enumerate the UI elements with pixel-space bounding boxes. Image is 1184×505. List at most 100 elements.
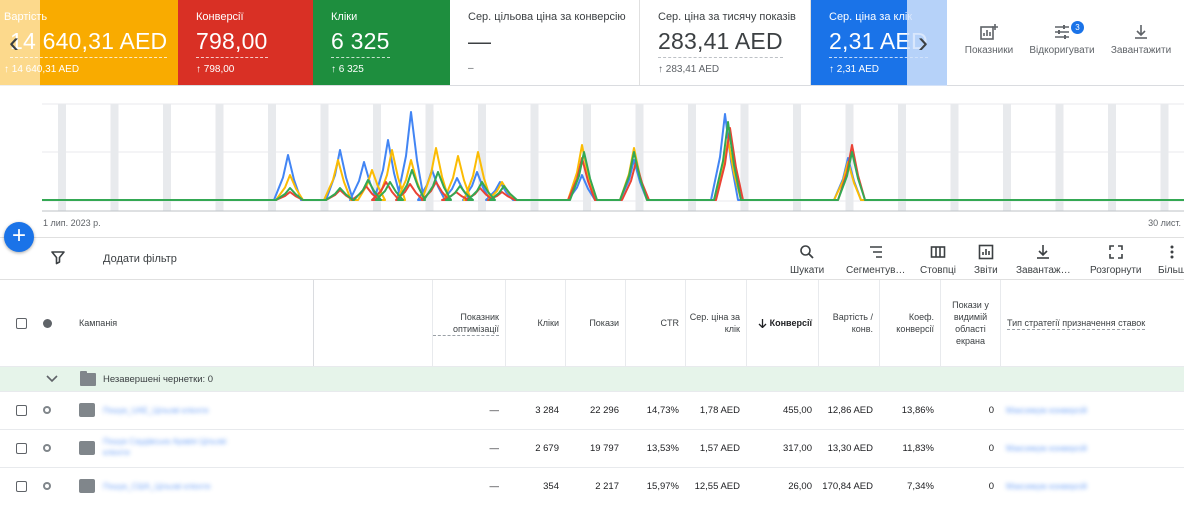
search-button[interactable]: Шукати: [790, 244, 824, 276]
campaign-name-link[interactable]: Пошук_UAE_Цільові клієнти: [103, 406, 209, 415]
col-viewable-impr[interactable]: Покази у видимій області екрана: [940, 280, 1000, 366]
table-row[interactable]: Пошук_UAE_Цільові клієнти — 3 284 22 296…: [0, 392, 1184, 430]
scorecard-avg-cpm-delta: ↑ 283,41 AED: [658, 64, 720, 75]
weekend-band: [163, 104, 171, 211]
adjust-badge: 3: [1071, 21, 1084, 34]
scorecard-avg-cpm[interactable]: Сер. ціна за тисячу показів 283,41 AED ↑…: [640, 0, 811, 85]
scorecard-conversions[interactable]: Конверсії 798,00 ↑ 798,00: [178, 0, 313, 85]
col-clicks[interactable]: Кліки: [505, 280, 565, 366]
weekend-band: [583, 104, 591, 211]
download-top-button[interactable]: Завантажити: [1101, 24, 1181, 56]
expand-button[interactable]: Розгорнути: [1090, 244, 1142, 276]
cell-impressions: 22 296: [589, 405, 619, 416]
cell-conversions: 26,00: [788, 481, 812, 492]
col-impressions[interactable]: Покази: [565, 280, 625, 366]
bid-strategy-link[interactable]: Максимум конверсій: [1006, 481, 1088, 491]
segment-icon: [869, 246, 882, 258]
scorecard-cost-delta: ↑ 14 640,31 AED: [4, 64, 80, 75]
cell-ctr: 14,73%: [646, 405, 679, 416]
metrics-button[interactable]: Показники: [949, 24, 1029, 56]
select-all-checkbox[interactable]: [16, 318, 27, 329]
weekend-band: [793, 104, 801, 211]
more-label: Більш: [1158, 265, 1184, 276]
col-bid-strategy[interactable]: Тип стратегії призначення ставок: [1000, 280, 1184, 366]
cell-conv-rate: 7,34%: [907, 481, 934, 492]
cell-conversions: 317,00: [782, 443, 812, 454]
paused-status-icon[interactable]: [43, 406, 51, 414]
segment-label: Сегментув…: [846, 265, 906, 276]
sort-down-icon: [758, 318, 767, 328]
chevron-left-icon[interactable]: ‹: [9, 26, 19, 59]
cell-clicks: 2 679: [535, 443, 559, 454]
scroll-fade-left: [0, 0, 40, 86]
col-ctr[interactable]: CTR: [625, 280, 685, 366]
cell-impressions: 19 797: [589, 443, 619, 454]
scorecard-target-cpa[interactable]: Сер. цільова ціна за конверсію — –: [450, 0, 640, 85]
scorecard-avg-cpc-title: Сер. ціна за клік: [829, 11, 913, 23]
col-conversions[interactable]: Конверсії: [746, 280, 818, 366]
columns-button[interactable]: Стовпці: [920, 244, 956, 276]
campaign-name-link[interactable]: Пошук Саудівська Аравія Цільові клієнти: [103, 437, 227, 457]
drafts-label: Незавершені чернетки: 0: [103, 374, 214, 385]
weekend-band: [320, 104, 329, 211]
adjust-button[interactable]: 3 Відкоригувати: [1022, 21, 1102, 56]
add-filter-button[interactable]: Додати фільтр: [103, 253, 177, 265]
scorecard-clicks-delta: ↑ 6 325: [331, 64, 364, 75]
row-checkbox[interactable]: [16, 405, 27, 416]
row-checkbox[interactable]: [16, 443, 27, 454]
col-avg-cpc[interactable]: Сер. ціна за клік: [685, 280, 746, 366]
row-checkbox[interactable]: [16, 481, 27, 492]
more-button[interactable]: Більш: [1158, 244, 1184, 276]
col-bid-strategy-label: Тип стратегії призначення ставок: [1007, 317, 1146, 330]
cell-conv-rate: 11,83%: [902, 443, 934, 454]
cell-impressions: 2 217: [595, 481, 619, 492]
segment-button[interactable]: Сегментув…: [846, 244, 905, 276]
drafts-row[interactable]: Незавершені чернетки: 0: [0, 367, 1184, 392]
cell-viewable-impr: 0: [988, 405, 994, 416]
search-icon: [800, 245, 814, 259]
download-label: Завантаж…: [1016, 265, 1071, 276]
chevron-right-icon[interactable]: ›: [918, 26, 928, 59]
scorecard-conversions-title: Конверсії: [196, 11, 244, 23]
performance-chart: 1 лип. 2023 р. 30 лист.: [0, 86, 1184, 238]
col-conv-rate[interactable]: Коеф. конверсії: [879, 280, 940, 366]
cell-opt-score: —: [489, 405, 500, 416]
table-toolbar: Додати фільтр Шукати Сегментув… Стовпці …: [0, 238, 1184, 280]
table-row[interactable]: Пошук_США_Цільові клієнти — 354 2 217 15…: [0, 468, 1184, 505]
cell-opt-score: —: [489, 443, 500, 454]
reports-button[interactable]: Звіти: [974, 244, 998, 276]
paused-status-icon[interactable]: [43, 444, 51, 452]
series-line-blue: [42, 111, 1184, 201]
weekend-band: [1160, 104, 1169, 211]
col-conversions-label: Конверсії: [769, 318, 812, 328]
add-chart-icon: [980, 24, 998, 40]
columns-icon: [930, 246, 946, 258]
x-axis-end-label: 30 лист.: [1148, 218, 1181, 228]
col-opt-score[interactable]: Показник оптимізації: [432, 280, 505, 366]
col-campaign[interactable]: Кампанія: [79, 318, 118, 328]
reports-icon: [978, 244, 994, 260]
chevron-down-icon[interactable]: [45, 372, 59, 386]
weekend-band: [215, 104, 224, 211]
bid-strategy-link[interactable]: Максимум конверсій: [1006, 443, 1088, 453]
adjust-label: Відкоригувати: [1029, 45, 1095, 56]
cell-cost-conv: 12,86 AED: [827, 405, 873, 416]
scorecard-avg-cpm-value: 283,41 AED: [658, 28, 783, 58]
search-label: Шукати: [790, 265, 825, 276]
paused-status-icon[interactable]: [43, 482, 51, 490]
weekend-band: [898, 104, 906, 211]
campaign-name-link[interactable]: Пошук_США_Цільові клієнти: [103, 482, 211, 491]
weekend-band: [635, 104, 644, 211]
bid-strategy-link[interactable]: Максимум конверсій: [1006, 405, 1088, 415]
filter-icon[interactable]: [50, 249, 66, 265]
add-button[interactable]: +: [4, 222, 34, 252]
weekend-band: [110, 104, 119, 211]
col-cost-conv[interactable]: Вартість / конв.: [818, 280, 879, 366]
weekend-band: [740, 104, 749, 211]
search-campaign-icon: [79, 403, 95, 417]
cell-cost-conv: 170,84 AED: [822, 481, 873, 492]
scorecard-clicks[interactable]: Кліки 6 325 ↑ 6 325: [313, 0, 450, 85]
download-button[interactable]: Завантаж…: [1016, 244, 1071, 276]
table-row[interactable]: Пошук Саудівська Аравія Цільові клієнти …: [0, 430, 1184, 468]
scorecard-avg-cpc-delta: ↑ 2,31 AED: [829, 64, 880, 75]
